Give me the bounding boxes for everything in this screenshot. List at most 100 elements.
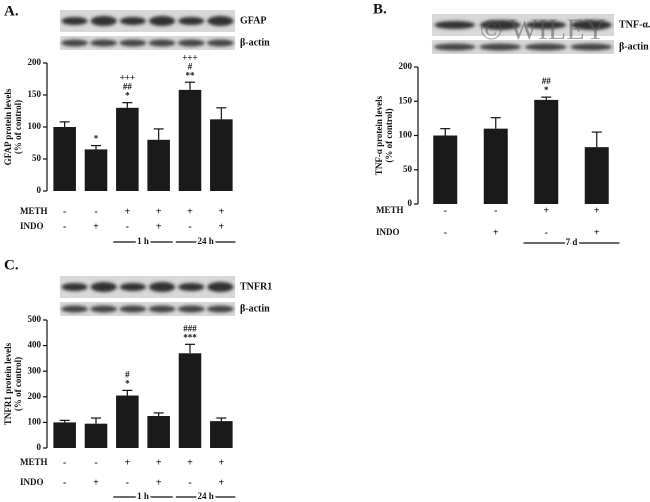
treatment-sign: +	[594, 205, 600, 216]
treatment-sign: -	[126, 477, 129, 488]
blot-band	[61, 283, 88, 291]
y-tick-label: 200	[28, 57, 42, 67]
y-tick-label: 0	[37, 442, 42, 452]
blot-band	[479, 20, 521, 30]
blot-band	[90, 16, 117, 26]
blot-band	[207, 39, 234, 47]
y-tick-label: 300	[28, 365, 42, 375]
treatment-sign: -	[444, 205, 447, 216]
significance-label: ##	[542, 76, 552, 86]
blot-strip	[432, 14, 614, 36]
blot-band	[61, 39, 88, 47]
period-label: 1 h	[137, 491, 149, 501]
treatment-sign: -	[126, 221, 129, 232]
bar	[53, 127, 76, 191]
blot-label: GFAP	[240, 15, 266, 26]
panel-label: B.	[373, 1, 387, 17]
bar	[147, 139, 170, 191]
y-tick-label: 500	[28, 314, 42, 324]
bar	[84, 149, 108, 191]
significance-label: +++	[120, 73, 135, 83]
significance-label: *	[94, 134, 99, 144]
period-label: 24 h	[198, 236, 214, 246]
treatment-sign: +	[493, 227, 499, 238]
blot-band	[119, 39, 147, 47]
y-tick-label: 150	[399, 95, 413, 105]
y-axis-label: (% of control)	[13, 100, 23, 154]
bar	[584, 147, 609, 204]
significance-label: ##	[123, 82, 133, 92]
watermark: © WILEY	[480, 13, 606, 46]
y-tick-label: 100	[28, 416, 42, 426]
period-label: 1 h	[137, 236, 149, 246]
significance-label: *	[125, 91, 130, 101]
treatment-sign: +	[156, 206, 162, 217]
bar	[433, 135, 458, 204]
treatment-sign: +	[543, 205, 549, 216]
treatment-sign: +	[156, 477, 162, 488]
y-tick-label: 100	[28, 121, 42, 131]
blot-band	[61, 305, 88, 313]
y-tick-label: 150	[28, 89, 42, 99]
treatment-sign: -	[494, 205, 497, 216]
y-tick-label: 200	[28, 391, 42, 401]
y-axis-label: TNFR1 protein levels	[3, 342, 13, 425]
significance-label: *	[544, 85, 549, 95]
bar	[483, 128, 508, 204]
blot-label: TNFR1	[240, 281, 272, 292]
blot-band	[148, 39, 176, 47]
treatment-sign: +	[218, 206, 224, 217]
treatment-sign: +	[124, 457, 130, 468]
blot-band	[177, 305, 205, 313]
blot-strip	[60, 276, 235, 298]
y-tick-label: 0	[37, 185, 42, 195]
treatment-sign: +	[93, 477, 99, 488]
y-axis-label: (% of control)	[13, 357, 23, 411]
y-tick-label: 50	[32, 153, 42, 163]
blot-band	[207, 282, 234, 292]
significance-label: #	[125, 369, 130, 379]
treatment-sign: -	[94, 457, 97, 468]
blot-band	[433, 43, 476, 51]
blot-band	[90, 39, 118, 47]
treatment-sign: +	[594, 227, 600, 238]
significance-label: ###	[183, 323, 197, 333]
bar	[178, 353, 202, 448]
blot-band	[90, 305, 118, 313]
y-tick-label: 50	[403, 164, 413, 174]
y-tick-label: 200	[399, 61, 413, 71]
treatment-sign: -	[444, 227, 447, 238]
blot-band	[177, 39, 205, 47]
blot-band	[479, 43, 522, 51]
treatment-sign: +	[218, 477, 224, 488]
bar	[84, 423, 108, 448]
treatment-sign: +	[187, 206, 193, 217]
bar	[53, 422, 76, 448]
significance-label: **	[186, 70, 196, 80]
blot-band	[119, 305, 147, 313]
y-axis-label: TNF-α protein levels	[374, 95, 384, 175]
blot-label: β-actin	[240, 303, 270, 314]
blot-strip	[432, 40, 614, 54]
blot-band	[90, 282, 117, 292]
blot-band	[148, 305, 176, 313]
treatment-sign: +	[156, 221, 162, 232]
row-label: METH	[20, 206, 48, 216]
treatment-sign: +	[218, 221, 224, 232]
treatment-sign: -	[63, 206, 66, 217]
panel-label: A.	[4, 3, 19, 19]
blot-band	[570, 20, 612, 30]
bar	[210, 119, 233, 191]
period-label: 7 d	[566, 237, 578, 247]
treatment-sign: -	[188, 221, 191, 232]
row-label: METH	[20, 457, 48, 467]
significance-label: ***	[183, 332, 197, 342]
bar	[534, 99, 559, 204]
treatment-sign: -	[545, 227, 548, 238]
row-label: METH	[376, 205, 404, 215]
y-tick-label: 0	[408, 198, 413, 208]
bar	[210, 421, 233, 448]
row-label: INDO	[20, 477, 44, 487]
blot-band	[524, 43, 567, 51]
